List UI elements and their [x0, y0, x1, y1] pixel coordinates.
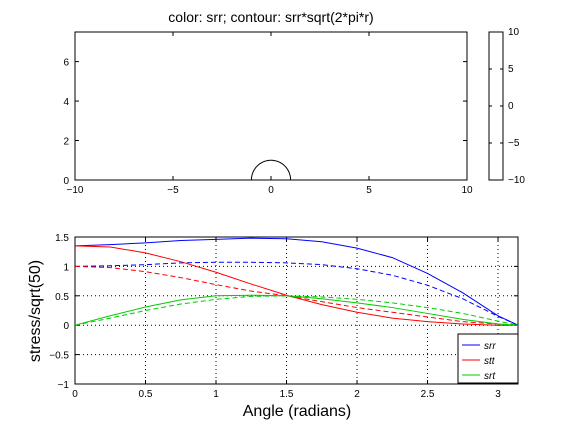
stt-line	[74, 245, 518, 326]
colorbar-tick-label: 10	[508, 27, 520, 38]
x-tick-label: 3	[495, 389, 501, 400]
x-axis-label: Angle (radians)	[243, 403, 352, 420]
srr-line	[74, 237, 519, 326]
colorbar: 10 5 0 −5 −10	[488, 27, 525, 186]
x-tick-label: 0.5	[139, 389, 153, 400]
series-3-dashed-line	[74, 265, 519, 326]
top-y-tick-label: 4	[63, 97, 69, 108]
colorbar-tick-label: −5	[508, 138, 520, 149]
top-x-tick-label: 0	[268, 185, 274, 196]
top-x-tick-label: −10	[67, 185, 84, 196]
bottom-plot-frame	[74, 236, 519, 385]
y-tick-label: −0.5	[49, 351, 69, 362]
top-y-tick-label: 0	[63, 176, 69, 187]
top-x-tick-label: 10	[461, 185, 473, 196]
series-5-dashed-line	[74, 295, 519, 326]
srt-line	[74, 294, 519, 326]
x-tick-label: 1.5	[280, 389, 294, 400]
y-tick-label: 1	[63, 262, 69, 273]
top-x-tick-label: −5	[167, 185, 179, 196]
y-tick-label: 0.5	[55, 292, 69, 303]
top-chart-title: color: srr; contour: srr*sqrt(2*pi*r)	[168, 9, 373, 25]
series-1-dashed-line	[74, 261, 519, 326]
legend: srr stt srt	[457, 333, 519, 384]
y-axis-label: stress/sqrt(50)	[27, 260, 44, 362]
y-tick-label: 0	[63, 321, 69, 332]
colorbar-tick-label: 5	[508, 64, 514, 75]
x-tick-label: 2.5	[421, 389, 435, 400]
colorbar-tick-label: 0	[508, 101, 514, 112]
top-x-tick-label: 5	[366, 185, 372, 196]
top-plot-frame	[74, 31, 468, 181]
y-tick-label: −1	[58, 380, 70, 391]
x-tick-label: 0	[72, 389, 78, 400]
legend-label-srr: srr	[484, 341, 496, 352]
top-y-tick-label: 2	[63, 137, 69, 148]
y-tick-label: 1.5	[55, 233, 69, 244]
top-axes: −10 −5 0 5 10 0 2 4 6	[63, 31, 473, 196]
hole-contour	[250, 159, 292, 181]
colorbar-tick-label: −10	[508, 175, 525, 186]
bottom-axes: 0 0.5 1 1.5 2 2.5 3 −1 −0.5 0 0.5 1 1.5	[49, 233, 519, 400]
top-y-tick-label: 6	[63, 58, 69, 69]
legend-label-srt: srt	[484, 371, 496, 382]
legend-label-stt: stt	[484, 356, 496, 367]
x-tick-label: 2	[354, 389, 360, 400]
x-tick-label: 1	[213, 389, 219, 400]
